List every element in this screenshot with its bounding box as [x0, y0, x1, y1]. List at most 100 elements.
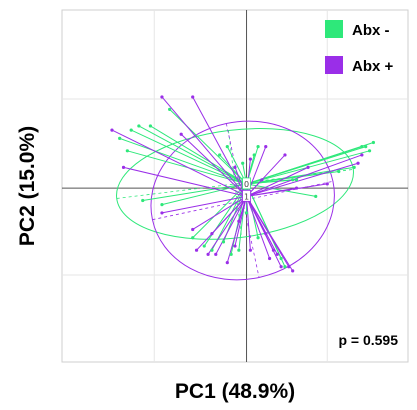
point-abx-minus	[191, 236, 195, 240]
point-abx-plus	[356, 161, 360, 165]
spider-line-abx-plus	[246, 196, 251, 251]
point-abx-minus	[314, 194, 318, 198]
point-abx-plus	[264, 145, 268, 149]
spider-lines	[111, 96, 374, 272]
spider-line-abx-plus	[246, 196, 271, 259]
spider-line-abx-plus	[161, 195, 247, 214]
spider-line-abx-plus	[246, 196, 274, 251]
point-abx-plus	[279, 265, 283, 269]
legend-label-abx-minus: Abx -	[352, 22, 390, 39]
spider-line-abx-plus	[161, 96, 247, 197]
point-abx-plus	[268, 256, 272, 261]
spider-line-abx-plus	[246, 154, 286, 197]
point-abx-minus	[256, 236, 260, 240]
point-abx-minus	[364, 145, 368, 149]
ellipse-major-axis-abx-minus	[116, 169, 354, 199]
legend-swatch-abx-minus	[325, 20, 343, 38]
spider-line-abx-plus	[246, 162, 359, 197]
point-abx-minus	[256, 145, 260, 149]
spider-line-abx-plus	[180, 133, 247, 197]
spider-line-abx-minus	[246, 183, 286, 267]
point-abx-plus	[248, 248, 252, 252]
spider-line-abx-plus	[246, 166, 309, 197]
point-abx-minus	[244, 211, 249, 215]
spider-line-abx-minus	[192, 183, 247, 239]
spider-line-abx-plus	[215, 196, 247, 255]
point-abx-plus	[283, 153, 287, 157]
point-abx-minus	[168, 107, 172, 111]
point-abx-plus	[294, 186, 299, 190]
spider-line-abx-minus	[142, 183, 247, 201]
point-abx-minus	[237, 248, 241, 252]
spider-line-abx-plus	[192, 195, 247, 230]
spider-line-abx-plus	[111, 129, 247, 197]
spider-line-abx-plus	[246, 183, 328, 197]
point-abx-plus	[191, 95, 195, 99]
spider-line-abx-minus	[138, 125, 247, 185]
point-abx-minus	[252, 153, 256, 157]
centroid-abx-minus: 0	[242, 177, 251, 190]
point-abx-plus	[160, 211, 164, 215]
point-abx-minus	[210, 248, 214, 252]
point-abx-plus	[275, 252, 279, 256]
point-abx-minus	[371, 140, 375, 145]
point-abx-plus	[233, 244, 237, 248]
point-abx-plus	[291, 269, 295, 273]
point-abx-minus	[279, 256, 283, 261]
point-abx-plus	[237, 219, 241, 223]
point-abx-minus	[283, 265, 287, 269]
point-abx-minus	[129, 128, 133, 132]
point-abx-minus	[352, 165, 356, 169]
point-abx-plus	[160, 95, 164, 99]
point-abx-minus	[337, 169, 341, 174]
spider-line-abx-minus	[246, 179, 297, 185]
centroid-box-abx-minus	[242, 177, 251, 190]
spider-line-abx-minus	[246, 146, 366, 185]
point-abx-plus	[233, 165, 237, 169]
point-abx-plus	[287, 265, 291, 269]
point-abx-minus	[141, 198, 145, 203]
point-abx-minus	[241, 161, 245, 165]
legend: Abx - Abx +	[325, 20, 394, 75]
point-abx-plus	[260, 178, 264, 182]
point-abx-plus	[191, 227, 195, 232]
point-abx-plus	[225, 261, 229, 265]
point-abx-minus	[294, 178, 299, 182]
legend-swatch-abx-plus	[325, 56, 343, 74]
x-axis-title: PC1 (48.9%)	[175, 380, 295, 403]
point-abx-plus	[214, 252, 218, 256]
point-abx-plus	[179, 132, 183, 136]
spider-line-abx-minus	[130, 129, 247, 185]
point-abx-plus	[121, 165, 126, 169]
point-abx-plus	[210, 232, 214, 236]
spider-line-abx-plus	[246, 196, 294, 272]
spider-line-abx-minus	[150, 125, 247, 185]
point-abx-minus	[137, 124, 141, 128]
point-abx-minus	[367, 149, 372, 153]
point-abx-plus	[194, 248, 199, 252]
spider-line-abx-plus	[192, 96, 247, 197]
spider-line-abx-minus	[161, 183, 247, 206]
spider-line-abx-plus	[246, 154, 363, 197]
point-abx-minus	[291, 178, 295, 182]
point-abx-minus	[202, 244, 206, 248]
point-abx-minus	[225, 145, 229, 149]
point-abx-minus	[148, 124, 153, 128]
point-abx-plus	[248, 157, 252, 161]
sample-points	[110, 95, 375, 273]
centroid-label-abx-minus: 0	[244, 180, 249, 189]
group-centroids: 01	[242, 177, 251, 202]
point-abx-plus	[264, 232, 268, 236]
centroid-box-abx-plus	[242, 189, 251, 202]
y-axis-title: PC2 (15.0%)	[16, 126, 39, 246]
point-abx-plus	[360, 153, 364, 157]
centroid-abx-plus: 1	[242, 189, 251, 202]
spider-line-abx-plus	[123, 166, 247, 197]
point-abx-plus	[306, 165, 310, 169]
spider-line-abx-plus	[207, 196, 247, 255]
point-abx-plus	[206, 252, 210, 256]
point-abx-minus	[118, 136, 122, 140]
point-abx-minus	[160, 203, 164, 207]
p-value-annotation: p = 0.595	[338, 332, 398, 348]
